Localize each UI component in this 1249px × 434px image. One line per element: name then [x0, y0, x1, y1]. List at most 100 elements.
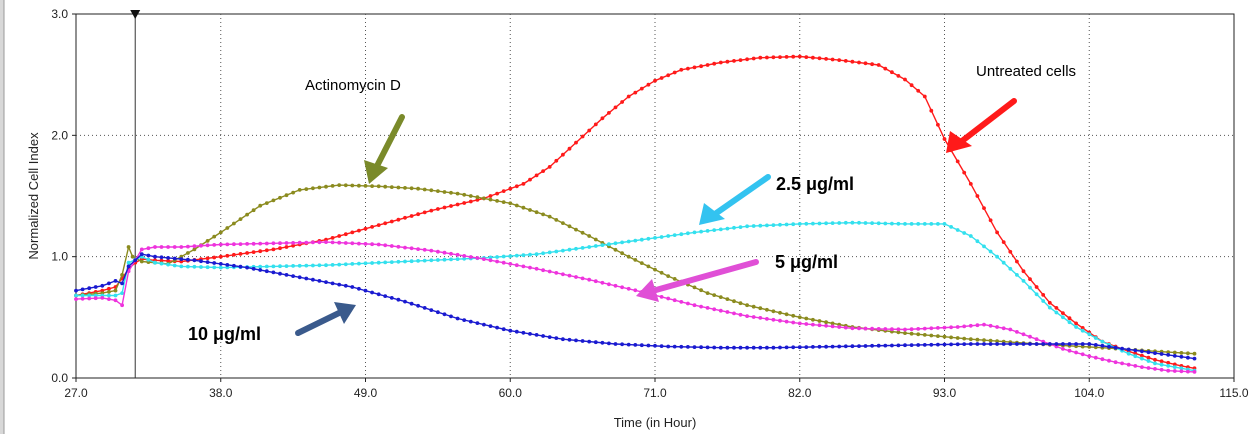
- series-point: [811, 345, 815, 349]
- series-point: [751, 345, 756, 350]
- series-point: [146, 257, 151, 262]
- series-point: [396, 185, 401, 190]
- series-point: [343, 241, 348, 245]
- series-point: [218, 254, 223, 259]
- series-point: [271, 198, 276, 203]
- series-point: [883, 343, 888, 348]
- series-point: [620, 100, 624, 104]
- series-point: [429, 308, 434, 312]
- series-point: [817, 221, 822, 226]
- series-point: [291, 243, 295, 248]
- series-point: [653, 78, 657, 83]
- series-point: [705, 306, 710, 310]
- series-point: [521, 253, 526, 258]
- series-point: [890, 221, 894, 226]
- series-point: [501, 189, 506, 194]
- series-point: [1061, 311, 1065, 315]
- series-point: [245, 212, 250, 217]
- series-point: [186, 257, 190, 262]
- series-point: [653, 343, 657, 348]
- series-point: [587, 245, 592, 249]
- series-point: [1172, 350, 1177, 355]
- y-tick-label: 2.0: [51, 128, 68, 142]
- series-point: [771, 55, 776, 60]
- series-point: [929, 342, 934, 347]
- series-point: [653, 267, 657, 272]
- series-point: [876, 221, 881, 226]
- series-point: [633, 238, 638, 243]
- series-point: [304, 263, 309, 268]
- series-point: [409, 301, 414, 306]
- series-point: [593, 122, 598, 127]
- series-point: [771, 223, 776, 228]
- series-point: [416, 303, 420, 308]
- series-point: [1093, 336, 1098, 340]
- series-point: [1047, 305, 1052, 310]
- series-point: [172, 256, 177, 261]
- series-point: [1126, 362, 1131, 367]
- series-point: [725, 226, 730, 231]
- series-point: [620, 342, 624, 347]
- series-point: [357, 228, 361, 233]
- series-point: [383, 184, 388, 189]
- series-point: [409, 186, 414, 191]
- series-point: [251, 208, 256, 213]
- series-point: [1166, 360, 1171, 365]
- series-point: [514, 263, 519, 268]
- series-point: [205, 260, 210, 264]
- series-point: [232, 263, 236, 268]
- series-point: [791, 313, 796, 318]
- series-point: [639, 237, 644, 242]
- series-point: [593, 279, 598, 284]
- series-point: [495, 199, 499, 203]
- series-point: [218, 262, 223, 266]
- series-point: [238, 264, 243, 269]
- series-point: [633, 343, 638, 347]
- series-point: [725, 345, 730, 350]
- series-point: [1159, 359, 1164, 364]
- series-point: [363, 242, 368, 246]
- series-point: [304, 276, 309, 281]
- series-point: [732, 225, 736, 230]
- series-point: [74, 297, 78, 301]
- series-point: [955, 342, 960, 347]
- series-point: [107, 293, 111, 298]
- series-point: [830, 321, 835, 326]
- series-point: [811, 221, 815, 226]
- series-point: [278, 241, 282, 246]
- series-point: [988, 338, 993, 343]
- series-point: [843, 59, 848, 63]
- series-point: [1113, 345, 1118, 350]
- series-point: [797, 315, 802, 320]
- series-point: [896, 330, 901, 335]
- series-point: [343, 183, 348, 188]
- series-point: [370, 225, 374, 229]
- series-point: [554, 158, 559, 163]
- series-point: [909, 331, 914, 336]
- arrow-5-ug-ml: [636, 259, 759, 302]
- series-point: [620, 251, 624, 256]
- series-point: [528, 332, 532, 336]
- series-point: [567, 247, 572, 252]
- series-point: [857, 344, 861, 348]
- series-point: [258, 268, 263, 272]
- series-point: [705, 229, 710, 233]
- series-point: [666, 296, 671, 301]
- series-point: [436, 189, 440, 194]
- series-point: [666, 73, 671, 78]
- series-point: [626, 94, 631, 99]
- series-point: [396, 244, 401, 249]
- series-point: [139, 252, 144, 257]
- series-point: [804, 221, 809, 226]
- series-point: [778, 345, 782, 350]
- series-point: [633, 288, 638, 293]
- series-point: [80, 287, 85, 292]
- series-point: [653, 236, 657, 240]
- series-point: [271, 264, 276, 269]
- series-point: [574, 227, 578, 232]
- series-point: [995, 230, 999, 235]
- series-point: [403, 186, 407, 190]
- series-point: [1140, 353, 1144, 358]
- series-point: [922, 94, 927, 99]
- series-point: [1087, 345, 1092, 349]
